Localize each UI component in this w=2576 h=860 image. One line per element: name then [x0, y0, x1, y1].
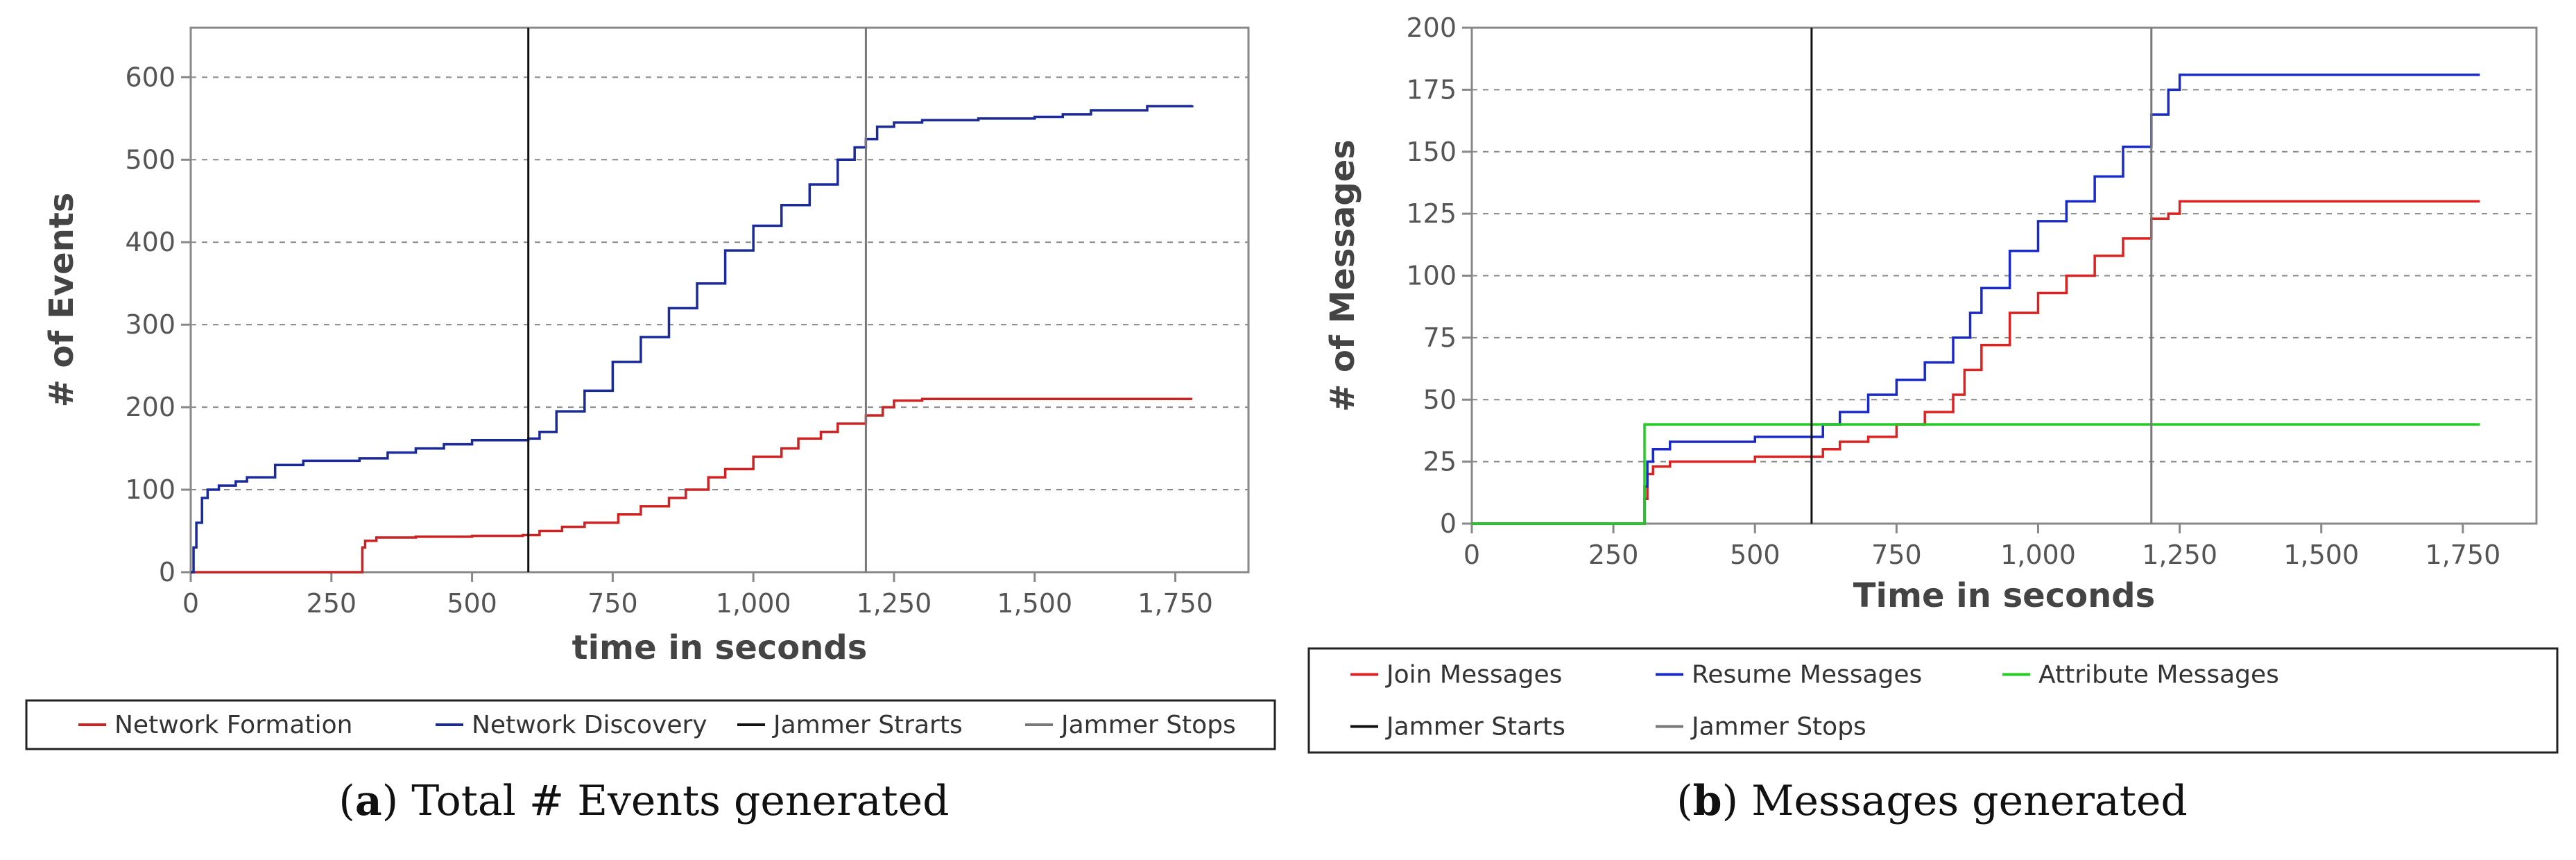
legend-label: Jammer Starts [1385, 713, 1565, 741]
plot-area [189, 26, 1250, 574]
y-tick-label: 150 [1406, 137, 1457, 167]
series-line-a-1 [191, 105, 1194, 574]
y-tick-label: 600 [125, 62, 175, 92]
x-tick-label: 0 [1463, 540, 1480, 570]
legend-label: Resume Messages [1692, 661, 1922, 689]
x-tick-label: 1,250 [857, 588, 932, 619]
y-tick-label: 100 [1406, 261, 1457, 291]
series-line-b-2 [1472, 423, 2480, 525]
chart-b-svg: 0 25 50 75 100 125 150 175 200 0 250 500 750 1,000 1,2… [1307, 12, 2559, 754]
x-tick-label: 250 [1588, 540, 1639, 570]
caption-b-letter: b [1692, 777, 1722, 825]
x-tick-label: 1,750 [2425, 540, 2500, 570]
y-tick-label: 200 [125, 392, 175, 422]
caption-b: (b) Messages generated [1676, 777, 2188, 825]
series-line-a-0 [191, 397, 1192, 574]
caption-a: (a) Total # Events generated [338, 777, 950, 825]
plot-area [1470, 26, 2538, 525]
legend-label: Attribute Messages [2038, 661, 2279, 689]
y-tick-label: 500 [125, 144, 175, 175]
y-tick-label: 400 [125, 227, 175, 257]
caption-a-text: Total # Events generated [411, 777, 950, 825]
x-axis-label: Time in seconds [1853, 576, 2155, 615]
x-tick-label: 1,500 [2283, 540, 2359, 570]
legend-label: Join Messages [1385, 661, 1562, 689]
y-tick-label: 125 [1406, 198, 1457, 229]
x-tick-label: 1,250 [2142, 540, 2217, 570]
legend-label: Jammer Stops [1060, 711, 1236, 739]
caption-a-letter: a [354, 777, 382, 825]
y-tick-label: 50 [1423, 384, 1457, 415]
x-tick-label: 750 [587, 588, 638, 619]
y-tick-label: 200 [1406, 12, 1457, 43]
legend-label: Jammer Strarts [772, 711, 963, 739]
legend-label: Network Discovery [472, 711, 707, 739]
x-tick-label: 0 [182, 588, 199, 619]
x-tick-label: 1,500 [997, 588, 1072, 619]
x-tick-label: 1,750 [1137, 588, 1213, 619]
chart-panel-a: 0 100 200 300 400 500 600 0 250 500 750 1,000 1,250 1… [25, 26, 1276, 825]
y-axis-label: # of Events [42, 193, 81, 408]
x-tick-label: 500 [1730, 540, 1780, 570]
x-tick-label: 1,000 [716, 588, 791, 619]
y-tick-label: 100 [125, 474, 175, 505]
x-axis-label: time in seconds [572, 628, 868, 667]
y-tick-label: 300 [125, 309, 175, 340]
y-tick-label: 0 [1440, 508, 1457, 539]
y-tick-label: 75 [1423, 322, 1457, 353]
legend-label: Network Formation [114, 711, 352, 739]
y-tick-label: 25 [1423, 447, 1457, 477]
legend-label: Jammer Stops [1690, 713, 1866, 741]
legend-box [25, 699, 1276, 750]
x-tick-label: 500 [447, 588, 497, 619]
chart-a-svg: 0 100 200 300 400 500 600 0 250 500 750 1,000 1,250 1… [25, 26, 1276, 750]
chart-panel-b: 0 25 50 75 100 125 150 175 200 0 250 500 750 1,000 1,2… [1288, 0, 2576, 860]
y-axis-label: # of Messages [1323, 139, 1362, 412]
x-tick-label: 1,000 [2000, 540, 2076, 570]
x-tick-label: 750 [1871, 540, 1922, 570]
x-tick-label: 250 [307, 588, 357, 619]
y-tick-label: 0 [159, 557, 175, 587]
legend-box [1307, 647, 2559, 754]
y-tick-label: 175 [1406, 74, 1457, 105]
caption-b-text: Messages generated [1751, 777, 2188, 825]
